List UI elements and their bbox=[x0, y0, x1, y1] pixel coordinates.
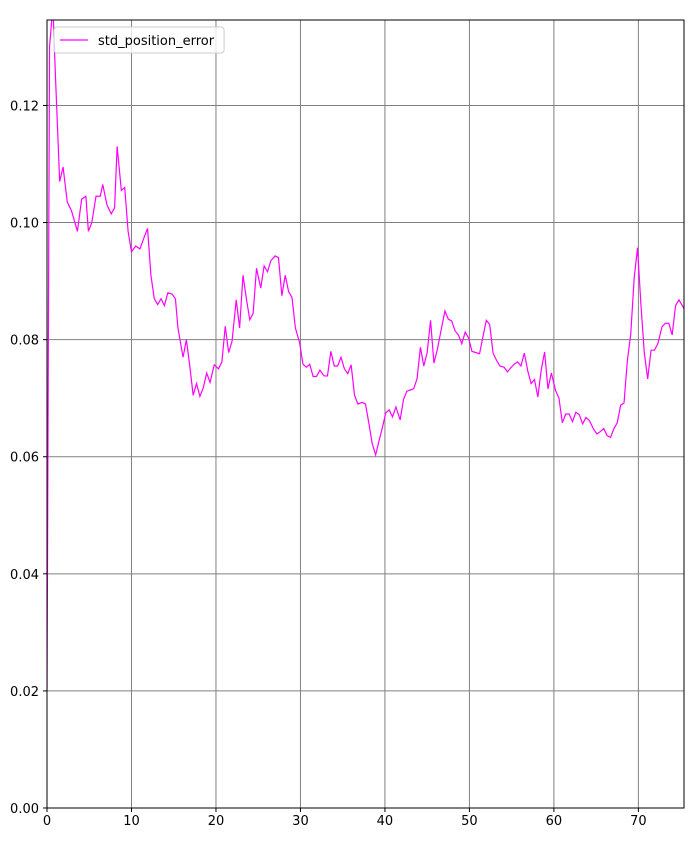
x-tick-label: 60 bbox=[546, 814, 563, 829]
x-tick-label: 70 bbox=[630, 814, 647, 829]
plot-area bbox=[47, 20, 684, 691]
legend-label: std_position_error bbox=[98, 34, 215, 49]
legend-box bbox=[53, 26, 225, 54]
y-tick-label: 0.08 bbox=[10, 334, 39, 349]
plot-frame bbox=[46, 19, 685, 809]
x-tick-label: 10 bbox=[123, 814, 140, 829]
x-tick-label: 20 bbox=[208, 814, 225, 829]
data-line bbox=[47, 20, 684, 691]
x-tick-label: 0 bbox=[43, 814, 51, 829]
y-tick-label: 0.12 bbox=[10, 99, 39, 114]
x-tick-label: 50 bbox=[461, 814, 478, 829]
x-tick-label: 30 bbox=[292, 814, 309, 829]
y-tick-label: 0.00 bbox=[10, 802, 39, 817]
y-tick-label: 0.10 bbox=[10, 217, 39, 232]
x-tick-label: 40 bbox=[377, 814, 394, 829]
y-tick-label: 0.06 bbox=[10, 451, 39, 466]
y-tick-label: 0.04 bbox=[10, 568, 39, 583]
y-tick-label: 0.02 bbox=[10, 685, 39, 700]
